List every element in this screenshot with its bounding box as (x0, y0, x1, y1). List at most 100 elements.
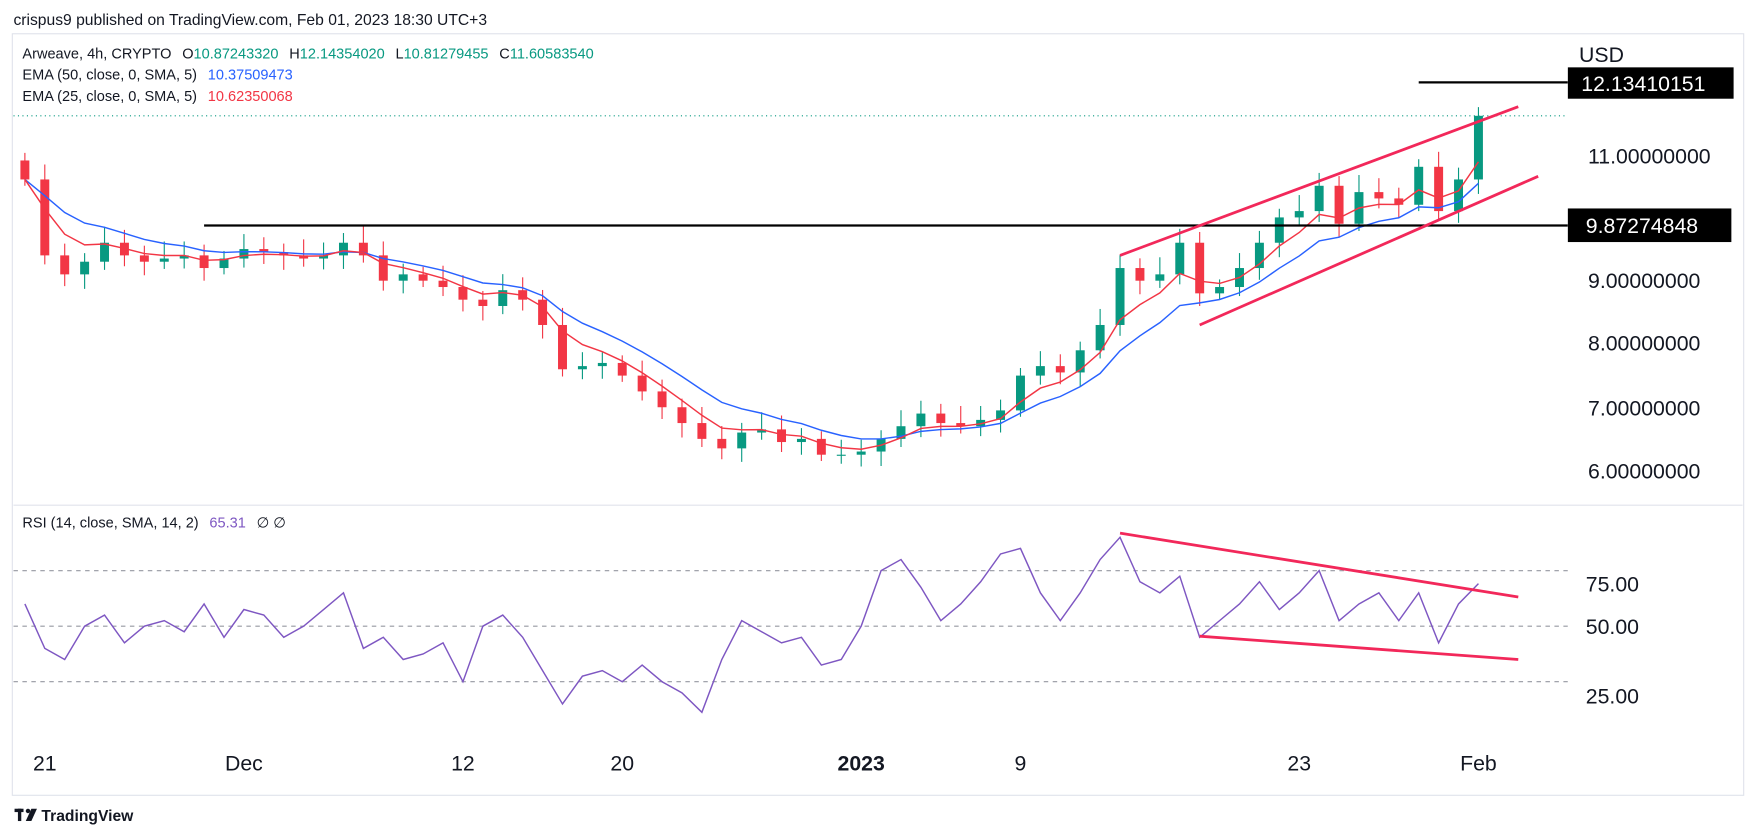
price-tick: 8.00000000 (1588, 332, 1700, 356)
candle-body (836, 454, 846, 456)
ema50-legend[interactable]: EMA (50, close, 0, SMA, 5) 10.37509473 (22, 68, 292, 84)
candle-body (1115, 268, 1125, 325)
level-price-label: 9.87274848 (1586, 214, 1698, 238)
close-label: C (499, 46, 510, 62)
candle-body (538, 299, 548, 325)
symbol-legend: Arweave, 4h, CRYPTO O10.87243320 H12.143… (22, 46, 593, 62)
candle-body (60, 255, 70, 275)
channel-lower (1199, 175, 1539, 327)
level-price-tag (1567, 208, 1732, 243)
candle-body (1434, 166, 1444, 212)
high-value: 12.14354020 (300, 46, 385, 62)
candle-body (1274, 217, 1284, 243)
high-price-tag (1567, 67, 1734, 99)
candle-body (936, 413, 946, 424)
candle-body (856, 451, 866, 455)
candle-body (1095, 324, 1105, 351)
candle-body (80, 261, 90, 275)
rsi-axis[interactable]: 75.00 50.00 25.00 (1586, 572, 1639, 708)
ema25-label: EMA (25, close, 0, SMA, 5) (22, 89, 197, 105)
candle-body (916, 413, 926, 427)
time-tick: 9 (1015, 752, 1027, 776)
high-label: H (289, 46, 300, 62)
symbol-name: Arweave, 4h, CRYPTO (22, 46, 171, 62)
rsi-tick: 50.00 (1586, 615, 1639, 639)
currency-label: USD (1579, 43, 1624, 67)
time-tick: Dec (225, 752, 263, 776)
candle-body (199, 255, 209, 269)
candle-body (896, 426, 906, 439)
candle-body (697, 423, 707, 439)
rsi-extra: ∅ ∅ (257, 516, 286, 532)
candle-body (279, 252, 289, 256)
price-pane[interactable] (13, 81, 1568, 467)
time-tick: 2023 (838, 752, 885, 776)
candle-body (1294, 211, 1304, 218)
candle-body (1015, 375, 1025, 411)
candle-body (159, 258, 169, 262)
candle-body (239, 249, 249, 259)
candle-body (1414, 166, 1424, 205)
candle-body (1314, 185, 1324, 212)
candle-body (139, 255, 149, 262)
rsi-label: RSI (14, close, SMA, 14, 2) (22, 516, 198, 532)
rsi-value: 65.31 (209, 516, 245, 532)
candle-body (498, 290, 508, 307)
candle-body (558, 324, 567, 370)
price-axis[interactable]: USD 12.13410151 9.87274848 11.00000000 9… (1567, 43, 1734, 484)
candle-body (40, 179, 50, 256)
ema25-line (24, 161, 1480, 450)
candle-body (1175, 242, 1185, 275)
ema50-label: EMA (50, close, 0, SMA, 5) (22, 68, 197, 84)
candle-body (1374, 192, 1384, 199)
ema25-legend[interactable]: EMA (25, close, 0, SMA, 5) 10.62350068 (22, 89, 292, 105)
rsi-pane[interactable] (13, 531, 1568, 714)
candle-body (1195, 242, 1205, 294)
candle-body (1454, 179, 1464, 212)
candle-body (378, 255, 388, 281)
candle-body (757, 429, 767, 433)
ema25-value: 10.62350068 (208, 89, 293, 105)
published-caption: crispus9 published on TradingView.com, F… (13, 12, 487, 29)
candle-body (1473, 115, 1483, 180)
low-value: 10.81279455 (404, 46, 489, 62)
candle-body (1215, 287, 1225, 294)
candle-body (1155, 274, 1165, 281)
candle-body (577, 366, 587, 370)
time-axis[interactable]: 21 Dec 12 20 2023 9 23 Feb (33, 752, 1497, 776)
candle-body (1334, 185, 1344, 224)
rsi-legend[interactable]: RSI (14, close, SMA, 14, 2) 65.31 ∅ ∅ (22, 516, 286, 532)
candle-body (737, 432, 747, 449)
candle-body (100, 242, 110, 262)
low-label: L (395, 46, 403, 62)
time-tick: 23 (1287, 752, 1311, 776)
candle-body (816, 438, 826, 455)
tradingview-logo-icon (14, 808, 37, 822)
time-tick: 20 (610, 752, 634, 776)
candle-body (1075, 350, 1085, 373)
price-tick: 9.00000000 (1588, 269, 1700, 293)
rsi-tick: 25.00 (1586, 684, 1639, 708)
tradingview-logo[interactable]: TradingView (14, 808, 135, 825)
price-tick: 7.00000000 (1588, 397, 1700, 421)
candle-body (617, 362, 627, 376)
candle-body (777, 429, 787, 443)
brand-name: TradingView (41, 808, 134, 825)
candle-body (299, 255, 309, 259)
candle-body (1035, 366, 1045, 376)
high-price-label: 12.13410151 (1581, 72, 1705, 96)
candle-body (597, 362, 607, 367)
candle-body (398, 274, 408, 281)
rsi-lower (1199, 634, 1519, 661)
candle-body (1135, 268, 1145, 281)
candle-body (478, 299, 488, 307)
price-tick: 11.00000000 (1588, 145, 1711, 169)
candle-body (976, 419, 986, 427)
candle-body (956, 423, 966, 427)
candle-body (438, 280, 448, 288)
price-tick: 6.00000000 (1588, 459, 1700, 483)
candle-body (1394, 198, 1404, 205)
candle-body (358, 242, 368, 256)
ema50-line (24, 178, 1479, 440)
candle-body (458, 287, 468, 300)
